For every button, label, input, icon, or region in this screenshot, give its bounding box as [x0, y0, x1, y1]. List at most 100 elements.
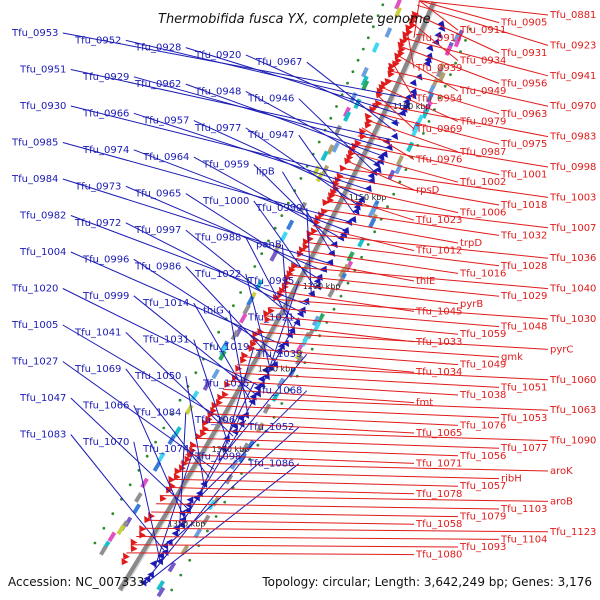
forward-gene [139, 531, 146, 539]
scale-tick [299, 177, 303, 180]
reverse-leader-line [62, 142, 351, 223]
scale-label: 1300 kbp [212, 445, 250, 454]
reverse-gene-label: Tfu_0982 [19, 211, 66, 222]
reverse-leader-line [133, 76, 388, 149]
annotation-block [156, 586, 166, 598]
scale-tick [346, 81, 349, 85]
reverse-gene-label: Tfu_1041 [74, 327, 121, 338]
reverse-gene-label: Tfu_1019 [202, 342, 249, 353]
forward-leader-line [160, 495, 549, 502]
scale-tick [154, 440, 158, 444]
forward-gene-label: Tfu_0956 [500, 78, 547, 89]
reverse-gene [345, 218, 353, 226]
forward-leader-line [136, 536, 500, 540]
annotation-block [246, 439, 255, 451]
forward-leader-line [353, 143, 500, 176]
reverse-gene-label: Tfu_0952 [74, 35, 121, 46]
scale-label: 1100 kbp [393, 102, 431, 111]
annotation-block [360, 66, 369, 78]
scale-tick [381, 3, 385, 7]
annotation-block [116, 524, 126, 536]
forward-leader-line [185, 454, 415, 464]
forward-gene-label: Tfu_1032 [500, 230, 547, 241]
forward-gene-label: Tfu_0963 [500, 109, 547, 120]
forward-leader-line [349, 151, 459, 183]
reverse-gene-label: Tfu_0997 [134, 225, 181, 236]
annotation-block [201, 514, 211, 526]
forward-gene [189, 446, 197, 454]
reverse-gene-label: Tfu_0999 [82, 291, 129, 302]
forward-leader-line [403, 37, 549, 77]
reverse-leader-line [174, 419, 247, 536]
annotation-block [394, 0, 402, 10]
reverse-gene-label: Tfu_1027 [11, 357, 58, 368]
annotation-block [269, 251, 278, 262]
scale-tick [223, 500, 227, 504]
forward-gene-label: Tfu_1038 [459, 390, 506, 401]
reverse-gene [257, 375, 265, 383]
reverse-gene-label: Tfu_0995 [247, 276, 294, 287]
forward-gene [123, 552, 130, 560]
scale-tick [438, 96, 442, 100]
reverse-gene [149, 560, 157, 568]
reverse-gene-label: Tfu_0947 [247, 130, 294, 141]
scale-tick [376, 14, 380, 18]
reverse-gene [178, 521, 186, 530]
forward-gene-label: Tfu_1051 [500, 382, 547, 393]
annotation-block [132, 503, 141, 515]
scale-tick [111, 512, 115, 516]
reverse-leader-line [281, 171, 334, 256]
forward-leader-line [223, 388, 415, 404]
reverse-gene [165, 538, 173, 547]
forward-leader-line [365, 119, 459, 153]
forward-gene [302, 242, 310, 251]
forward-gene [322, 198, 330, 207]
reverse-leader-line [70, 434, 166, 552]
reverse-leader-line [62, 288, 262, 388]
scale-tick [170, 588, 174, 592]
forward-leader-line [146, 519, 415, 525]
scale-tick [179, 573, 183, 577]
forward-gene-label: Tfu_1033 [415, 337, 462, 348]
annotation-block [361, 80, 370, 91]
forward-gene-label: thiE [416, 276, 435, 287]
forward-gene-label: Tfu_1007 [549, 223, 596, 234]
forward-gene-label: gmk [501, 352, 523, 363]
reverse-gene [352, 207, 360, 215]
forward-gene [130, 544, 138, 552]
forward-gene [239, 356, 247, 364]
scale-tick [392, 192, 396, 196]
reverse-gene-label: panB [256, 240, 282, 251]
forward-gene-label: trpD [460, 238, 482, 249]
forward-leader-line [380, 86, 459, 122]
reverse-leader-line [179, 412, 187, 527]
reverse-gene-label: Tfu_1067 [194, 415, 241, 426]
reverse-gene-label: Tfu_1083 [19, 430, 66, 441]
scale-label: 1200 kbp [303, 282, 341, 291]
forward-leader-line [376, 94, 415, 130]
reverse-leader-line [125, 185, 325, 273]
forward-gene-label: Tfu_1048 [500, 322, 547, 333]
reverse-gene-label: Tfu_0948 [194, 86, 241, 97]
reverse-leader-line [298, 134, 356, 215]
forward-leader-line [325, 200, 549, 229]
forward-leader-line [369, 110, 500, 145]
forward-leader-line [126, 552, 415, 556]
forward-gene [267, 307, 275, 315]
reverse-gene-label: Tfu_0974 [82, 145, 129, 156]
forward-gene-label: Tfu_1056 [459, 451, 506, 462]
reverse-gene-label: Tfu_0920 [194, 50, 241, 61]
annotation-block [190, 390, 200, 402]
forward-gene [290, 262, 299, 270]
reverse-gene-label: Tfu_1005 [11, 320, 58, 331]
forward-gene-label: Tfu_1104 [500, 534, 547, 545]
forward-leader-line [141, 527, 549, 533]
scale-tick [280, 402, 284, 405]
reverse-gene [315, 273, 323, 281]
forward-leader-line [419, 0, 500, 24]
reverse-gene-label: Tfu_0964 [142, 152, 189, 163]
scale-tick [427, 120, 431, 123]
annotation-block [238, 452, 247, 464]
forward-gene [278, 286, 286, 295]
reverse-leader-line [245, 54, 400, 124]
